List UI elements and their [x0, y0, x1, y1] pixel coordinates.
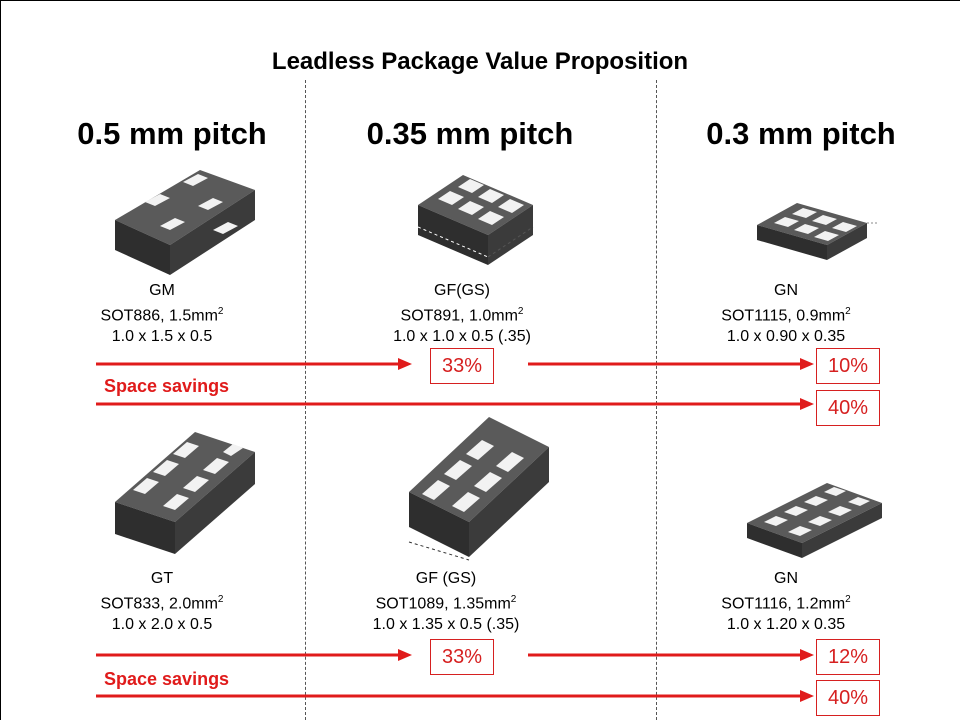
- package-code: GT: [150, 570, 174, 587]
- package-gf-gs-image: [417, 175, 534, 265]
- savings-badge-bottom-right: 12%: [816, 639, 880, 675]
- area-superscript: 2: [845, 594, 851, 605]
- package-dimensions: 1.0 x 1.20 x 0.35: [726, 616, 846, 634]
- pitch-heading-0-5mm: 0.5 mm pitch: [77, 116, 267, 151]
- area-superscript: 2: [217, 306, 224, 317]
- savings-badge-bottom-total: 40%: [816, 680, 880, 716]
- package-gf-gs-sot1089-image: [408, 417, 549, 561]
- package-area: SOT833, 2.0mm: [100, 595, 218, 613]
- savings-arrow-bottom-left: [96, 649, 412, 661]
- package-area: SOT1089, 1.35mm: [375, 595, 511, 613]
- savings-badge-top-total: 40%: [816, 390, 880, 426]
- package-gt-image: [115, 432, 255, 554]
- area-superscript: 2: [517, 306, 524, 317]
- pitch-heading-0-35mm: 0.35 mm pitch: [366, 116, 574, 151]
- space-savings-label-bottom: Space savings: [104, 669, 230, 689]
- package-label-gn-sot1115: GN SOT1115, 0.9mm2 1.0 x 0.90 x 0.35: [656, 280, 916, 347]
- package-area: SOT1115, 0.9mm: [721, 307, 846, 325]
- column-divider-right: [656, 80, 657, 720]
- package-dimensions: 1.0 x 1.5 x 0.5: [111, 328, 213, 346]
- package-code: GF (GS): [415, 570, 477, 587]
- savings-badge-bottom-mid: 33%: [430, 639, 494, 675]
- package-dimensions: 1.0 x 1.35 x 0.5 (.35): [372, 616, 520, 634]
- package-area: SOT1116, 1.2mm: [721, 595, 846, 613]
- pitch-heading-0-3mm: 0.3 mm pitch: [706, 116, 896, 151]
- package-dimensions: 1.0 x 2.0 x 0.5: [111, 616, 213, 634]
- savings-badge-top-mid: 33%: [430, 348, 494, 384]
- package-label-gm: GM SOT886, 1.5mm2 1.0 x 1.5 x 0.5: [32, 280, 292, 347]
- savings-arrow-bottom-right: [528, 649, 814, 661]
- savings-badge-top-right: 10%: [816, 348, 880, 384]
- package-dimensions: 1.0 x 0.90 x 0.35: [726, 328, 846, 346]
- savings-arrow-top-left: [96, 358, 412, 370]
- area-superscript: 2: [217, 594, 224, 605]
- area-superscript: 2: [845, 306, 851, 317]
- savings-arrow-top-right: [528, 358, 814, 370]
- space-savings-label-top: Space savings: [104, 376, 230, 396]
- package-label-gf-gs: GF(GS) SOT891, 1.0mm2 1.0 x 1.0 x 0.5 (.…: [332, 280, 592, 347]
- package-label-gf-gs-sot1089: GF (GS) SOT1089, 1.35mm2 1.0 x 1.35 x 0.…: [316, 568, 576, 635]
- slide-title: Leadless Package Value Proposition: [271, 48, 689, 75]
- package-area: SOT886, 1.5mm: [100, 307, 218, 325]
- package-label-gn-sot1116: GN SOT1116, 1.2mm2 1.0 x 1.20 x 0.35: [656, 568, 916, 635]
- package-area: SOT891, 1.0mm: [400, 307, 518, 325]
- area-superscript: 2: [510, 594, 517, 605]
- package-code: GM: [149, 282, 175, 299]
- package-code: GN: [774, 570, 798, 587]
- package-code: GN: [774, 282, 798, 299]
- package-gn-sot1115-image: [757, 203, 877, 260]
- package-gn-sot1116-image: [747, 483, 882, 558]
- package-gm-image: [115, 170, 255, 275]
- package-code: GF(GS): [434, 282, 490, 299]
- savings-arrow-top-total: [96, 398, 814, 410]
- package-label-gt: GT SOT833, 2.0mm2 1.0 x 2.0 x 0.5: [32, 568, 292, 635]
- savings-arrow-bottom-total: [96, 690, 814, 702]
- column-divider-left: [305, 80, 306, 720]
- package-dimensions: 1.0 x 1.0 x 0.5 (.35): [393, 328, 531, 346]
